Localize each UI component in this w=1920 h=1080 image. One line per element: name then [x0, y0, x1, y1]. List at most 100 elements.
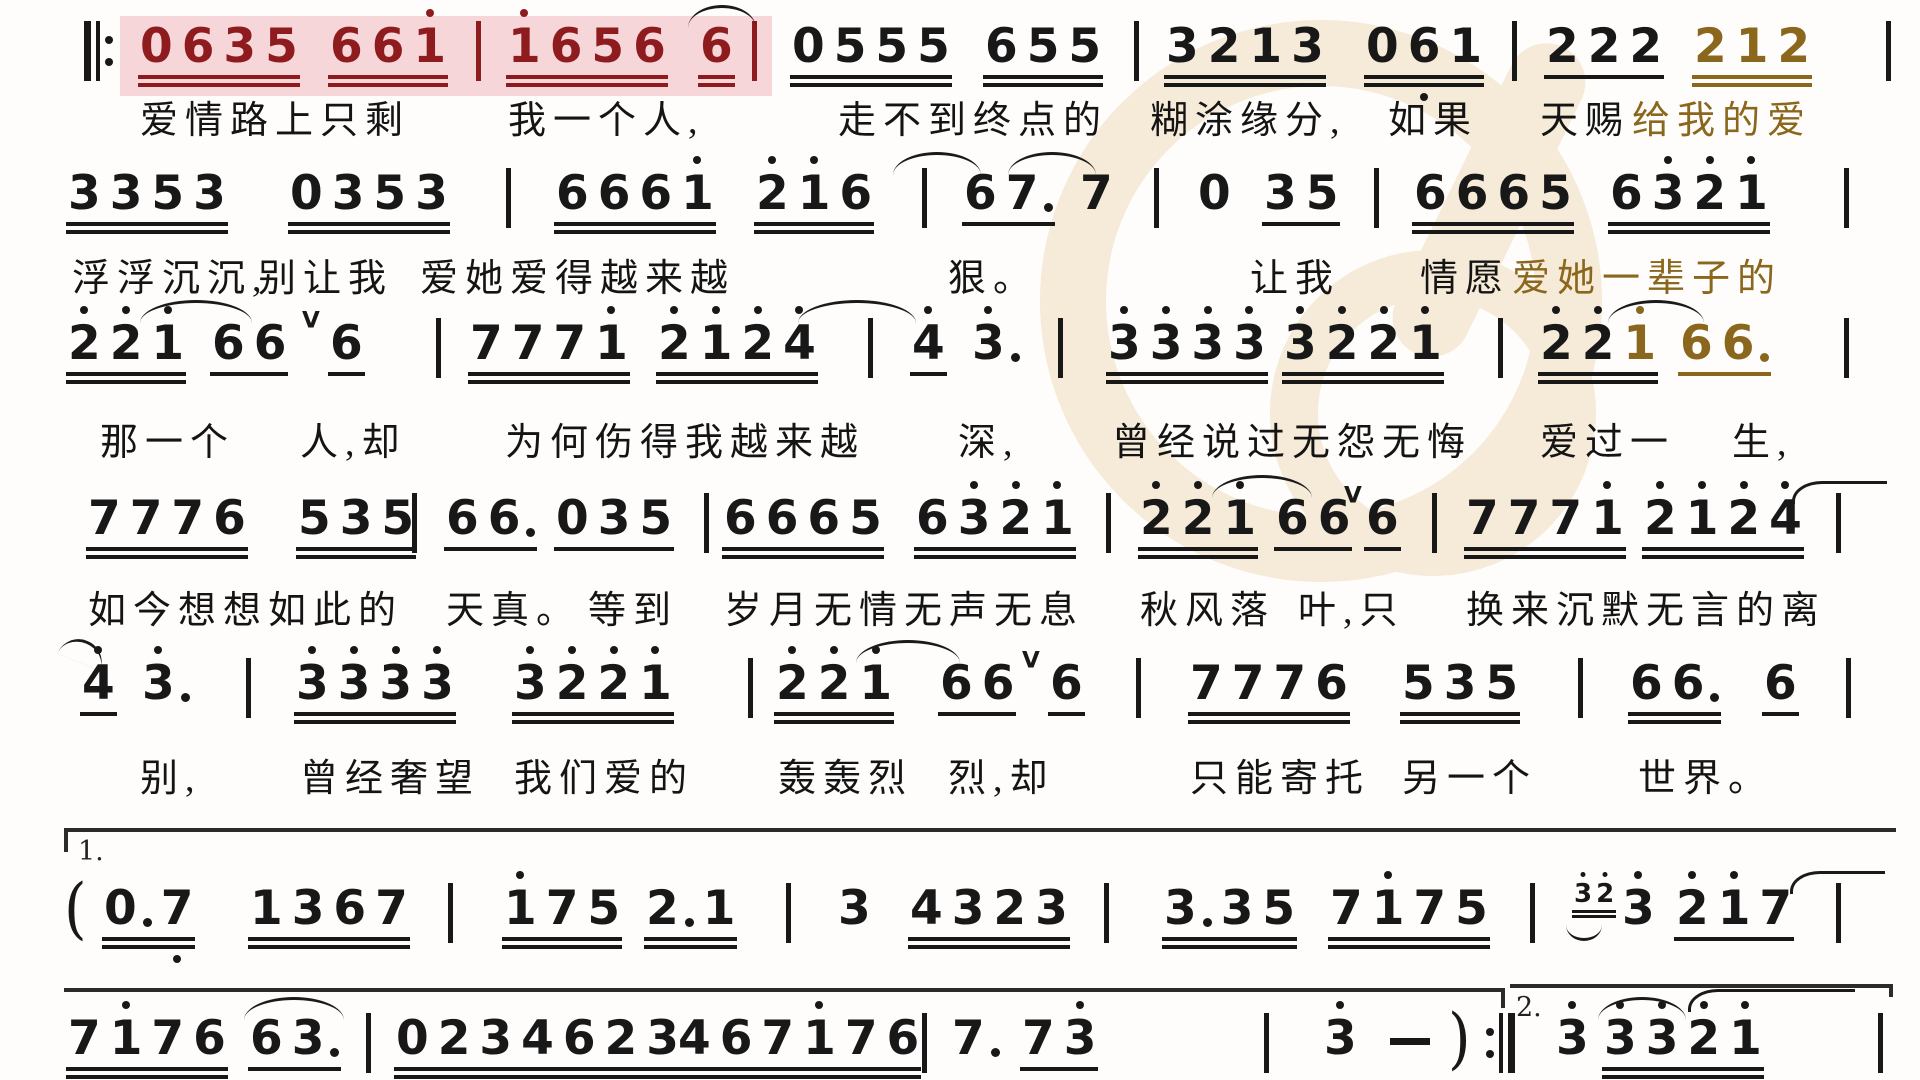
note-4: 4: [783, 306, 816, 367]
note-1: 1: [1372, 871, 1404, 932]
note-3: 3: [1574, 872, 1592, 907]
note-6: 6: [371, 19, 405, 74]
barline: [506, 168, 511, 228]
note-group: 6: [1048, 656, 1085, 716]
note-5: 5: [833, 19, 867, 74]
note-1: 1: [681, 156, 714, 217]
note-5: 5: [1026, 19, 1060, 74]
note-5: 5: [1305, 166, 1339, 221]
note-6: 6: [807, 491, 841, 546]
grace-slur: [1566, 925, 1602, 941]
note-7: 7: [1190, 656, 1223, 711]
barline: [1374, 168, 1379, 228]
note-7: 7: [1507, 491, 1541, 546]
note-group: 6: [1364, 495, 1401, 551]
note-6: 6: [1276, 491, 1309, 546]
note-3: 3: [1150, 306, 1182, 367]
note-group: 3: [1556, 1001, 1589, 1062]
lyric-segment: 如果: [1388, 100, 1479, 142]
note-4: 4: [82, 646, 115, 707]
note-7: 7: [1413, 881, 1447, 936]
barline: [1836, 883, 1841, 943]
note-group: 3: [1324, 1001, 1357, 1062]
note-2: 2: [1676, 871, 1709, 932]
note-3: 3: [331, 166, 365, 221]
half-note-dash: [1390, 1038, 1430, 1045]
note-2: 2: [556, 646, 588, 707]
note-6: 6: [1497, 166, 1531, 221]
lyric-segment: 世界。: [1638, 758, 1774, 800]
volta-1-label: 1.: [78, 836, 104, 867]
note-6: 6: [253, 316, 287, 371]
note-3: 3: [1233, 306, 1266, 367]
volta-bracket-tick: [1501, 988, 1505, 1008]
tie-hook: [1792, 481, 1887, 504]
note-6: 6: [330, 19, 363, 74]
note-1: 1: [110, 1001, 142, 1062]
note-6: 6: [1764, 656, 1797, 711]
barline: [1134, 21, 1139, 81]
note-6: 6: [549, 19, 583, 74]
note-3: 3: [193, 166, 226, 221]
barline: [1886, 21, 1891, 81]
barline: [246, 658, 251, 718]
note-2: 2: [1644, 481, 1677, 542]
note-2: 2: [756, 156, 789, 217]
barline: [1578, 658, 1583, 718]
note-2: 2: [1367, 306, 1400, 367]
note-group: 7: [952, 1015, 1000, 1062]
note-7: 7: [171, 491, 205, 546]
note-6: 6: [1050, 656, 1083, 711]
barline: [1530, 883, 1535, 943]
note-1: 1: [1591, 481, 1624, 542]
end-repeat-sign: [1486, 1013, 1515, 1073]
note-5: 5: [875, 19, 909, 74]
lyric-segment: 给我的爱: [1632, 100, 1813, 142]
note-6: 6: [1630, 656, 1663, 711]
note-1: 1: [250, 881, 283, 936]
note-3: 3: [1035, 881, 1068, 936]
note-6: 6: [181, 19, 215, 74]
note-2: 2: [1587, 19, 1621, 74]
note-3: 3: [109, 166, 143, 221]
note-3: 3: [951, 881, 985, 936]
barline: [1432, 493, 1437, 553]
lyric-segment: 爱她爱得越来越: [420, 258, 736, 300]
note-0: 0: [556, 491, 589, 546]
lyric-segment: 爱情路上只剩: [140, 100, 411, 142]
note-group: 7: [1080, 170, 1113, 217]
barline: [412, 493, 417, 553]
lyric-segment: 深,: [958, 422, 1020, 464]
lyrics-line-5: 别, 曾经奢望 我们爱的 轰轰烈 烈,却 只能寄托 另一个 世界。: [0, 758, 1920, 808]
note-3: 3: [1220, 881, 1254, 936]
note-0: 0: [1366, 19, 1399, 74]
note-6: 6: [1414, 166, 1447, 221]
barline: [1512, 21, 1517, 81]
note-6: 6: [333, 881, 367, 936]
note-6: 6: [633, 19, 666, 74]
note-7: 7: [1759, 881, 1793, 936]
note-5: 5: [849, 491, 882, 546]
lyric-segment: 只能寄托: [1190, 758, 1371, 800]
note-4: 4: [521, 1011, 554, 1066]
tie-hook: [1688, 989, 1855, 1012]
note-5: 5: [917, 19, 950, 74]
barline: [704, 493, 709, 553]
note-1: 1: [1041, 481, 1074, 542]
note-5: 5: [1402, 656, 1435, 711]
